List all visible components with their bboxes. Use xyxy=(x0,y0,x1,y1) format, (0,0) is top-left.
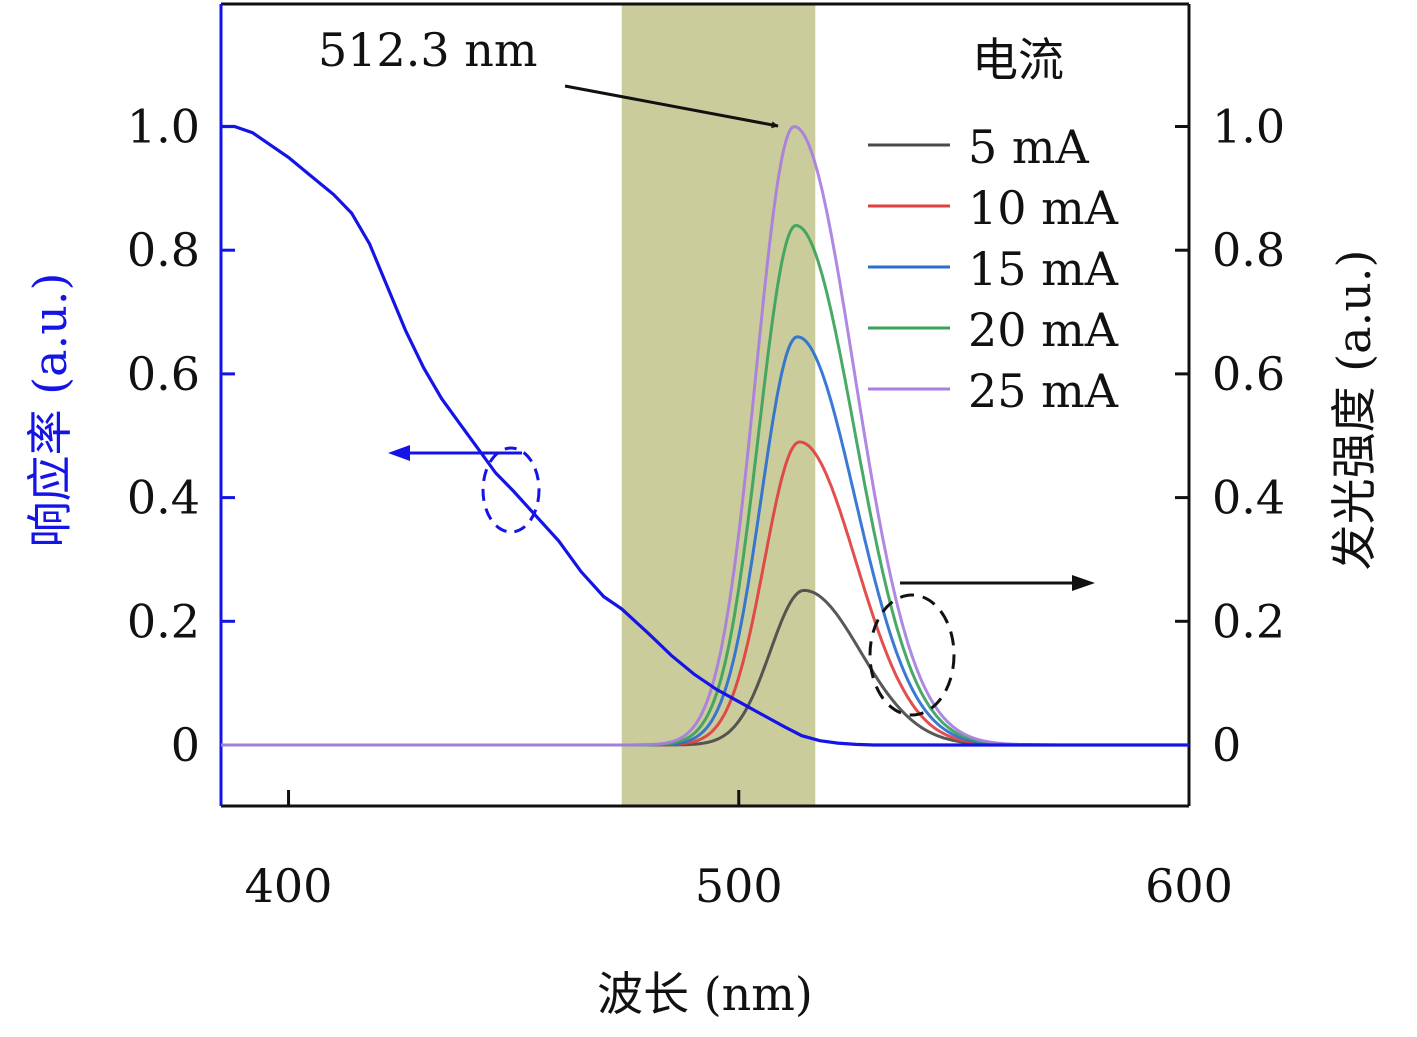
peak-wavelength-label: 512.3 nm xyxy=(318,23,538,77)
left-tick-label: 0.6 xyxy=(127,347,200,401)
right-axis-title: 发光强度 (a.u.) xyxy=(1327,250,1381,571)
legend-label: 20 mA xyxy=(968,303,1119,357)
highlight-band xyxy=(621,4,816,806)
right-tick-label: 0.6 xyxy=(1212,347,1285,401)
x-axis-title: 波长 (nm) xyxy=(597,967,813,1021)
left-tick-label: 1.0 xyxy=(127,100,200,154)
right-tick-label: 0.4 xyxy=(1212,471,1285,525)
left-axis-title: 响应率 (a.u.) xyxy=(23,273,77,548)
legend-title: 电流 xyxy=(972,33,1064,87)
right-axis-indicator-arrowhead xyxy=(1072,575,1095,591)
legend-label: 10 mA xyxy=(968,181,1119,235)
legend-label: 15 mA xyxy=(968,242,1119,296)
peak-arrow xyxy=(564,84,779,129)
right-tick-label: 0.8 xyxy=(1212,223,1285,277)
responsivity-line xyxy=(221,124,1189,747)
left-tick-label: 0.8 xyxy=(127,223,200,277)
x-axis-ticks: 400 500 600 xyxy=(245,790,1233,913)
right-axis-ticks: 0 0.2 0.4 0.6 0.8 1.0 xyxy=(1175,100,1285,772)
left-tick-label: 0.4 xyxy=(127,471,200,525)
x-tick-label: 500 xyxy=(695,859,783,913)
annotations: 512.3 nm xyxy=(318,23,1095,717)
legend-label: 25 mA xyxy=(968,364,1119,418)
left-axis-indicator-arrowhead xyxy=(388,445,410,461)
right-tick-label: 0 xyxy=(1212,718,1241,772)
x-tick-label: 600 xyxy=(1145,859,1233,913)
right-tick-label: 1.0 xyxy=(1212,100,1285,154)
right-tick-label: 0.2 xyxy=(1212,594,1285,648)
right-axis-indicator-ellipse xyxy=(868,593,956,717)
left-tick-label: 0 xyxy=(171,718,200,772)
plot-frame xyxy=(219,2,1191,808)
left-axis-ticks: 0 0.2 0.4 0.6 0.8 1.0 xyxy=(127,100,235,772)
left-axis-indicator-ellipse xyxy=(481,446,541,534)
legend: 电流 5 mA 10 mA 15 mA 20 mA 25 mA xyxy=(868,33,1119,418)
x-tick-label: 400 xyxy=(245,859,333,913)
left-tick-label: 0.2 xyxy=(127,594,200,648)
legend-label: 5 mA xyxy=(968,120,1090,174)
